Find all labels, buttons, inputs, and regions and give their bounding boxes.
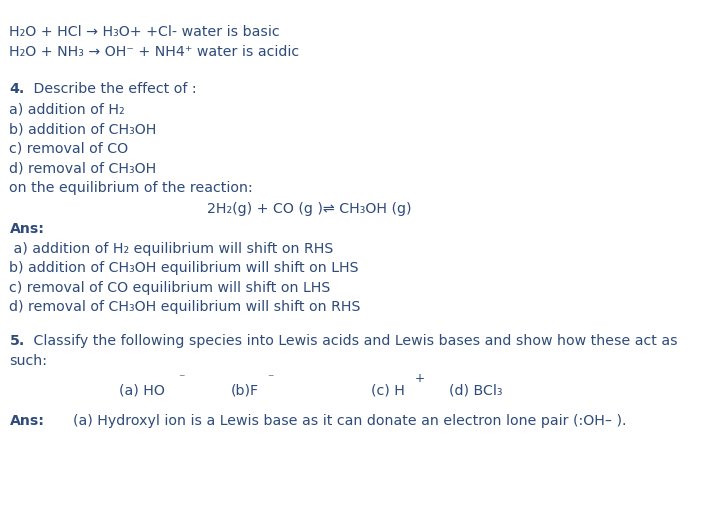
Text: b) addition of CH₃OH equilibrium will shift on LHS: b) addition of CH₃OH equilibrium will sh… [9,261,359,275]
Text: 5.: 5. [9,334,25,348]
Text: 2H₂(g) + CO (g )⇌ CH₃OH (g): 2H₂(g) + CO (g )⇌ CH₃OH (g) [207,202,411,216]
Text: d) removal of CH₃OH equilibrium will shift on RHS: d) removal of CH₃OH equilibrium will shi… [9,300,361,314]
Text: Ans:: Ans: [9,414,44,428]
Text: (c) H: (c) H [371,383,405,397]
Text: ⁻: ⁻ [268,372,273,385]
Text: (d) BCl₃: (d) BCl₃ [449,383,503,397]
Text: Classify the following species into Lewis acids and Lewis bases and show how the: Classify the following species into Lewi… [29,334,678,348]
Text: (a) HO: (a) HO [119,383,164,397]
Text: a) addition of H₂ equilibrium will shift on RHS: a) addition of H₂ equilibrium will shift… [9,242,334,255]
Text: Describe the effect of :: Describe the effect of : [29,82,197,96]
Text: (a) Hydroxyl ion is a Lewis base as it can donate an electron lone pair (:OH– ).: (a) Hydroxyl ion is a Lewis base as it c… [55,414,626,428]
Text: c) removal of CO: c) removal of CO [9,142,129,156]
Text: on the equilibrium of the reaction:: on the equilibrium of the reaction: [9,181,253,195]
Text: +: + [414,372,425,385]
Text: H₂O + NH₃ → OH⁻ + NH4⁺ water is acidic: H₂O + NH₃ → OH⁻ + NH4⁺ water is acidic [9,45,300,59]
Text: b) addition of CH₃OH: b) addition of CH₃OH [9,122,157,136]
Text: ⁻: ⁻ [177,372,184,385]
Text: H₂O + HCl → H₃O+ +Cl- water is basic: H₂O + HCl → H₃O+ +Cl- water is basic [9,25,280,39]
Text: d) removal of CH₃OH: d) removal of CH₃OH [9,161,157,175]
Text: Ans:: Ans: [9,222,44,236]
Text: (b)F: (b)F [231,383,260,397]
Text: a) addition of H₂: a) addition of H₂ [9,103,125,117]
Text: c) removal of CO equilibrium will shift on LHS: c) removal of CO equilibrium will shift … [9,281,331,295]
Text: 4.: 4. [9,82,25,96]
Text: such:: such: [9,354,47,368]
